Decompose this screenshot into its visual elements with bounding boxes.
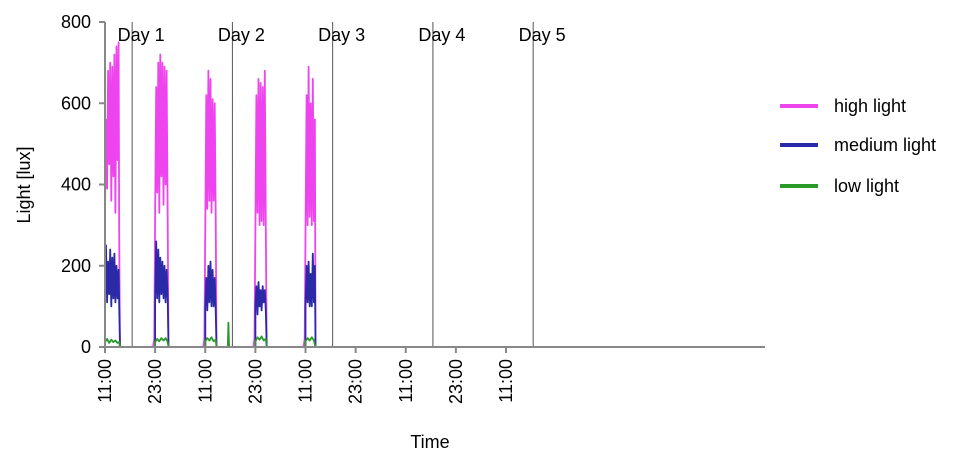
legend: high light medium light low light xyxy=(780,96,936,196)
x-tick-label-5: 11:00 xyxy=(296,359,316,403)
series-line-high-light-3 xyxy=(202,69,218,348)
series-line-high-light-2 xyxy=(152,53,170,348)
y-tick-label-0: 0 xyxy=(81,337,91,357)
series-line-low-light-3 xyxy=(204,336,218,348)
series-line-high-light-5 xyxy=(302,65,317,348)
series-line-low-light-6 xyxy=(304,336,317,348)
series-line-medium-light-1 xyxy=(104,244,121,348)
series-line-medium-light-3 xyxy=(204,260,218,348)
series-line-high-light-1 xyxy=(104,41,121,348)
series-line-medium-light-4 xyxy=(254,281,268,348)
y-axis-label: Light [lux] xyxy=(14,146,34,223)
series-line-high-light-4 xyxy=(252,69,268,348)
series-line-low-light-1 xyxy=(104,337,121,348)
x-axis-label: Time xyxy=(410,432,449,452)
legend-label-medium-light: medium light xyxy=(834,135,936,155)
day-label-1: Day 1 xyxy=(118,25,165,45)
series-line-low-light-5 xyxy=(254,335,268,348)
y-tick-label-600: 600 xyxy=(61,93,91,113)
series-line-medium-light-2 xyxy=(154,240,170,348)
x-tick-label-6: 23:00 xyxy=(346,359,366,404)
x-tick-label-8: 23:00 xyxy=(446,359,466,404)
x-tick-label-1: 11:00 xyxy=(95,359,115,403)
x-tick-label-9: 11:00 xyxy=(496,359,516,403)
y-tick-label-400: 400 xyxy=(61,175,91,195)
series-line-low-light-4 xyxy=(226,321,230,348)
day-label-4: Day 4 xyxy=(418,25,465,45)
y-tick-label-800: 800 xyxy=(61,12,91,32)
plot-area: 0 200 400 600 800 11:00 23:00 11:00 23:00 11:00 23… xyxy=(61,12,765,404)
x-tick-label-4: 23:00 xyxy=(245,359,265,404)
x-tick-label-3: 11:00 xyxy=(195,359,215,403)
day-label-3: Day 3 xyxy=(318,25,365,45)
x-tick-label-7: 11:00 xyxy=(396,359,416,403)
legend-label-high-light: high light xyxy=(834,96,906,116)
series-line-medium-light-5 xyxy=(304,252,317,348)
x-tick-label-2: 23:00 xyxy=(145,359,165,404)
legend-label-low-light: low light xyxy=(834,176,899,196)
day-label-2: Day 2 xyxy=(218,25,265,45)
y-tick-label-200: 200 xyxy=(61,256,91,276)
series-line-low-light-2 xyxy=(154,337,170,348)
day-label-5: Day 5 xyxy=(519,25,566,45)
